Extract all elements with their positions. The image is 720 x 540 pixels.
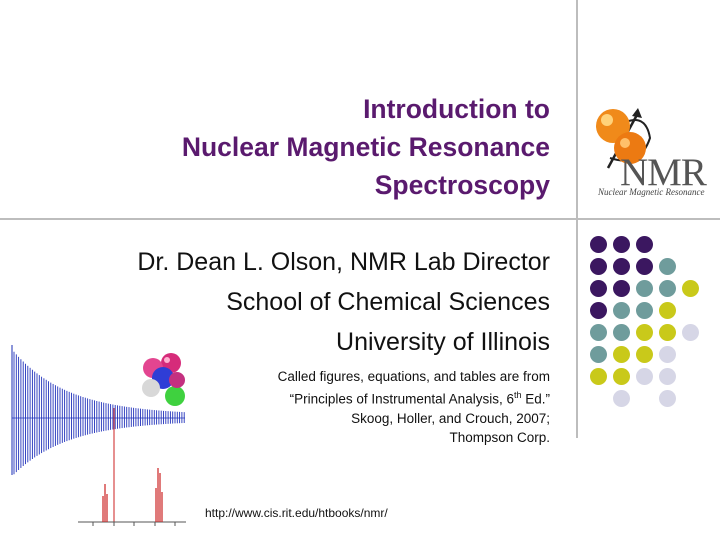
- nmr-spectrum-graphic: [78, 408, 186, 526]
- decorative-dot: [590, 368, 607, 385]
- decorative-dot: [636, 258, 653, 275]
- molecule-icon: [142, 353, 185, 406]
- title-line-2: Nuclear Magnetic Resonance: [181, 132, 550, 162]
- decorative-dot: [590, 258, 607, 275]
- decorative-dot: [590, 302, 607, 319]
- decorative-dot: [590, 324, 607, 341]
- decorative-dot: [659, 280, 676, 297]
- title-line-1: Introduction to: [363, 94, 550, 124]
- citation-note: Called figures, equations, and tables ar…: [278, 367, 550, 447]
- decorative-dot: [636, 368, 653, 385]
- nmr-logo-subtitle: Nuclear Magnetic Resonance: [598, 187, 705, 197]
- slide-title: Introduction to Nuclear Magnetic Resonan…: [30, 90, 550, 204]
- decorative-dot: [613, 280, 630, 297]
- decorative-dot: [682, 324, 699, 341]
- nmr-logo-text: NMR: [620, 151, 707, 194]
- decorative-dot: [682, 280, 699, 297]
- decorative-dot: [613, 302, 630, 319]
- decorative-dot: [659, 390, 676, 407]
- department-line: School of Chemical Sciences: [226, 288, 550, 316]
- decorative-dot-grid: [590, 236, 720, 416]
- university-line: University of Illinois: [336, 328, 550, 356]
- decorative-dot: [613, 368, 630, 385]
- citation-line-3: Skoog, Holler, and Crouch, 2007;: [351, 410, 550, 426]
- fid-signal-graphic: [11, 345, 185, 475]
- decorative-dot: [613, 258, 630, 275]
- decorative-dot: [636, 302, 653, 319]
- nmr-logo-graphic: [596, 108, 652, 169]
- horizontal-divider: [0, 218, 720, 220]
- vertical-divider: [576, 0, 578, 438]
- decorative-dot: [636, 346, 653, 363]
- decorative-dot: [636, 280, 653, 297]
- decorative-dot: [659, 368, 676, 385]
- author-line: Dr. Dean L. Olson, NMR Lab Director: [137, 248, 550, 276]
- title-line-3: Spectroscopy: [374, 170, 550, 200]
- decorative-dot: [636, 324, 653, 341]
- decorative-dot: [590, 280, 607, 297]
- source-url[interactable]: http://www.cis.rit.edu/htbooks/nmr/: [205, 506, 388, 520]
- decorative-dot: [613, 346, 630, 363]
- decorative-dot: [590, 236, 607, 253]
- decorative-dot: [613, 324, 630, 341]
- decorative-dot: [659, 346, 676, 363]
- decorative-dot: [590, 346, 607, 363]
- decorative-dot: [636, 236, 653, 253]
- decorative-dot: [659, 324, 676, 341]
- decorative-dot: [613, 390, 630, 407]
- decorative-dot: [659, 258, 676, 275]
- citation-line-4: Thompson Corp.: [449, 429, 550, 445]
- citation-line-1: Called figures, equations, and tables ar…: [277, 369, 550, 384]
- decorative-dot: [659, 302, 676, 319]
- citation-line-2: “Principles of Instrumental Analysis, 6t…: [289, 390, 550, 407]
- decorative-dot: [613, 236, 630, 253]
